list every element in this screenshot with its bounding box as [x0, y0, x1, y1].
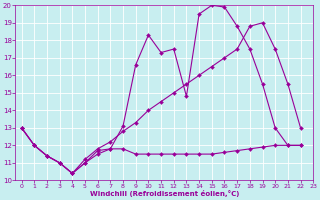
X-axis label: Windchill (Refroidissement éolien,°C): Windchill (Refroidissement éolien,°C) — [90, 190, 239, 197]
